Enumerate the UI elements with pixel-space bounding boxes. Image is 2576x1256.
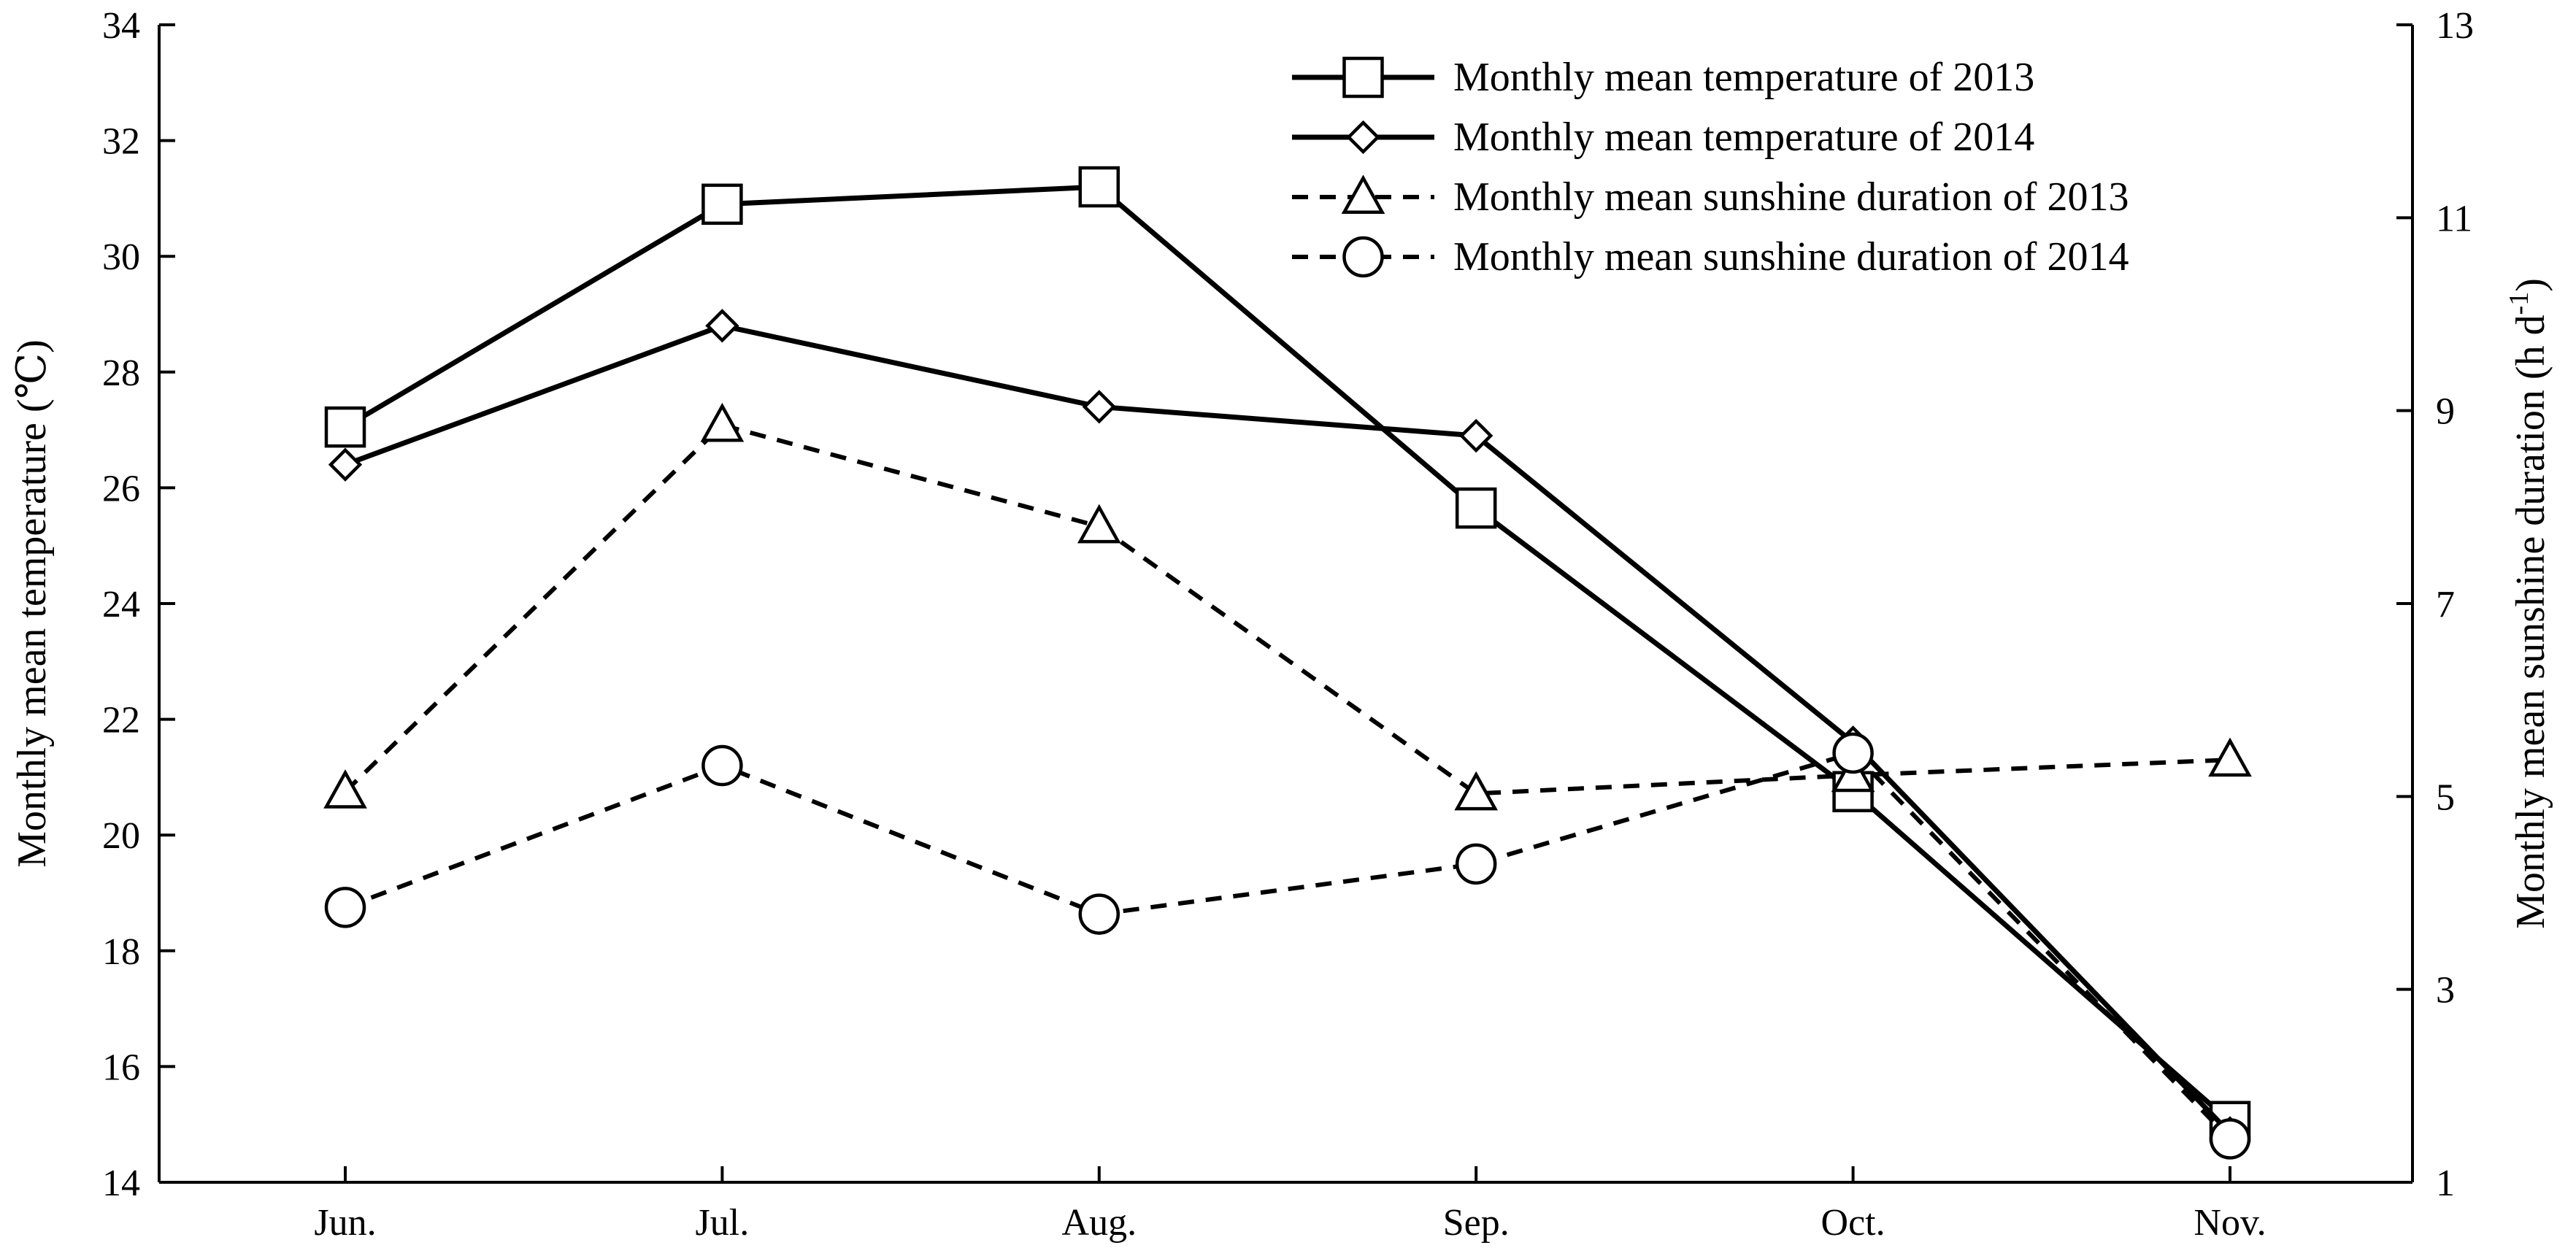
legend: Monthly mean temperature of 2013 Monthly …: [1292, 55, 2129, 280]
x-tick-label: Nov.: [2194, 1202, 2266, 1244]
data-point: [1455, 487, 1497, 529]
right-y-tick-label: 5: [2436, 777, 2455, 818]
x-tick-label: Jul.: [696, 1202, 750, 1244]
left-y-tick-label: 24: [102, 584, 140, 625]
series-2: [328, 309, 2248, 1150]
legend-label: Monthly mean temperature of 2013: [1453, 55, 2034, 100]
left-y-tick-label: 22: [102, 700, 140, 741]
data-point: [328, 447, 363, 482]
legend-item: Monthly mean temperature of 2014: [1292, 115, 2034, 160]
legend-item: Monthly mean sunshine duration of 2013: [1292, 174, 2129, 220]
series-3: [323, 402, 2252, 811]
data-point: [701, 183, 743, 226]
series-line: [344, 184, 2232, 1124]
left-y-tick-label: 26: [102, 468, 140, 509]
left-y-tick-label: 20: [102, 815, 140, 857]
series-layer: [323, 166, 2252, 1160]
series-1: [324, 166, 2251, 1142]
legend-label: Monthly mean temperature of 2014: [1453, 115, 2034, 160]
left-y-tick-label: 16: [102, 1047, 140, 1088]
right-y-tick-label: 1: [2436, 1163, 2455, 1204]
left-y-tick-label: 34: [102, 5, 140, 47]
left-y-tick-label: 28: [102, 352, 140, 394]
data-point: [701, 744, 743, 787]
data-point: [1078, 893, 1120, 935]
x-tick-label: Sep.: [1443, 1202, 1510, 1244]
left-y-tick-label: 18: [102, 931, 140, 973]
right-y-tick-label: 3: [2436, 970, 2455, 1012]
data-point: [1455, 843, 1497, 885]
legend-marker: [1342, 236, 1384, 278]
left-y-tick-label: 14: [102, 1163, 140, 1204]
right-y-tick-label: 7: [2436, 584, 2455, 625]
right-y-tick-label: 9: [2436, 391, 2455, 433]
left-y-tick-label: 30: [102, 236, 140, 278]
legend-marker: [1342, 56, 1384, 99]
data-point: [1082, 390, 1116, 424]
left-y-tick-label: 32: [102, 121, 140, 163]
right-y-tick-label: 13: [2436, 5, 2474, 47]
x-tick-label: Jun.: [314, 1202, 376, 1244]
series-line: [344, 323, 2232, 1136]
data-point: [2209, 1118, 2251, 1160]
data-point: [700, 402, 745, 442]
legend-marker: [1346, 120, 1380, 155]
data-point: [324, 406, 366, 448]
legend-item: Monthly mean sunshine duration of 2014: [1292, 234, 2129, 280]
data-point: [1454, 771, 1499, 811]
series-line: [344, 750, 2232, 1141]
legend-label: Monthly mean sunshine duration of 2013: [1453, 174, 2129, 220]
data-point: [1077, 504, 1121, 544]
data-point: [705, 309, 739, 343]
series-line: [343, 423, 2231, 796]
data-point: [324, 887, 366, 928]
legend-label: Monthly mean sunshine duration of 2014: [1453, 234, 2129, 280]
data-point: [323, 769, 367, 809]
right-y-axis-title: Monthly mean sunshine duration (h d-1): [2504, 278, 2553, 929]
data-point: [1078, 166, 1120, 208]
legend-marker: [1341, 174, 1385, 215]
data-point: [2208, 737, 2252, 777]
right-y-tick-label: 11: [2436, 198, 2472, 239]
x-tick-label: Aug.: [1062, 1202, 1137, 1244]
x-tick-label: Oct.: [1821, 1202, 1885, 1244]
data-point: [1459, 418, 1493, 453]
series-4: [324, 732, 2251, 1160]
left-y-axis-title: Monthly mean temperature (℃): [9, 339, 55, 868]
legend-item: Monthly mean temperature of 2013: [1292, 55, 2034, 100]
data-point: [1832, 732, 1874, 774]
